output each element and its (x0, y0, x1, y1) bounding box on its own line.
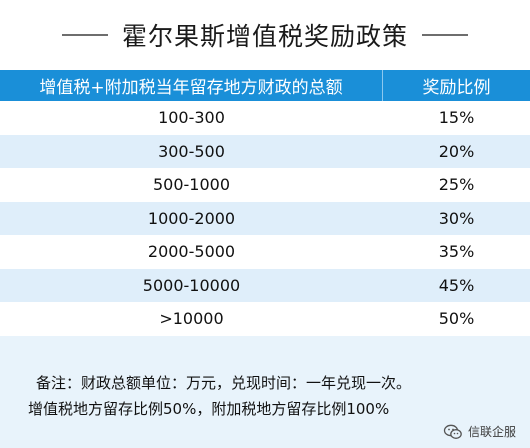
title-right-divider (422, 34, 468, 36)
row-range: 1000-2000 (147, 208, 236, 228)
header-total-amount: 增值税+附加税当年留存地方财政的总额 (0, 70, 383, 101)
notes-section: 备注：财政总额单位：万元，兑现时间：一年兑现一次。 增值税地方留存比例50%，附… (0, 336, 530, 448)
title-left-divider (61, 34, 108, 36)
table-row: 100-300 15% (0, 101, 530, 135)
row-ratio: 25% (438, 175, 475, 195)
note-retention-ratio: 增值税地方留存比例50%，附加税地方留存比例100% (28, 400, 390, 418)
wechat-icon (443, 424, 463, 440)
note-unit-and-timing: 备注：财政总额单位：万元，兑现时间：一年兑现一次。 (36, 374, 412, 392)
watermark-label: 信联企服 (467, 425, 516, 439)
table-row: 1000-2000 30% (0, 201, 530, 235)
row-range: 300-500 (158, 141, 225, 161)
row-ratio: 20% (438, 141, 475, 161)
row-range: 500-1000 (152, 175, 231, 195)
page-title: 霍尔果斯增值税奖励政策 (121, 22, 408, 51)
row-ratio: 45% (438, 275, 475, 295)
table-row: >10000 50% (0, 302, 530, 336)
table-row: 300-500 20% (0, 134, 530, 168)
row-range: >10000 (159, 309, 224, 329)
row-ratio: 15% (438, 108, 475, 128)
title-bar: 霍尔果斯增值税奖励政策 (0, 0, 530, 70)
header-reward-ratio: 奖励比例 (422, 78, 491, 98)
row-range: 5000-10000 (142, 275, 241, 295)
row-ratio: 35% (438, 242, 475, 262)
row-range: 100-300 (158, 108, 225, 128)
table-header: 增值税+附加税当年留存地方财政的总额 奖励比例 (0, 70, 530, 101)
watermark: 信联企服 (443, 423, 516, 440)
policy-table: 增值税+附加税当年留存地方财政的总额 奖励比例 100-300 15% 300-… (0, 70, 530, 336)
table-row: 2000-5000 35% (0, 235, 530, 269)
row-ratio: 50% (438, 309, 475, 329)
table-row: 500-1000 25% (0, 168, 530, 202)
row-ratio: 30% (438, 208, 475, 228)
table-row: 5000-10000 45% (0, 268, 530, 302)
row-range: 2000-5000 (147, 242, 236, 262)
